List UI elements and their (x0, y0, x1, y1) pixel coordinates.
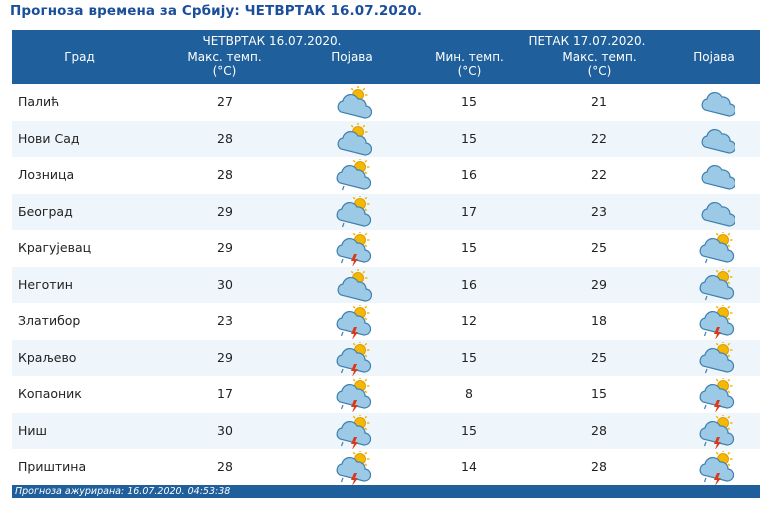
city-name: Лозница (18, 167, 75, 182)
header-day2-min-unit: (°C) (457, 64, 482, 78)
sun-cloud-thunder-icon (695, 449, 735, 486)
table-row: Нови Сад 28 15 22 (12, 120, 760, 157)
day1-max-temp: 28 (217, 130, 233, 146)
day1-max-temp: 28 (217, 459, 233, 474)
sun-cloud-thunder-icon (332, 413, 372, 450)
sun-behind-cloud-icon (332, 268, 373, 302)
page-title: Прогноза времена за Србију: ЧЕТВРТАК 16.… (10, 3, 423, 19)
header-day1: ЧЕТВРТАК 16.07.2020. (202, 34, 342, 48)
header-day2-min-temp: Мин. темп. (°C) (422, 50, 517, 78)
day2-min-temp: 17 (461, 203, 477, 219)
day1-max-temp: 23 (217, 313, 233, 328)
day2-max-temp: 18 (591, 313, 607, 328)
city-name: Нови Сад (18, 130, 80, 146)
table-row: Златибор 23 12 18 (12, 303, 760, 340)
sun-cloud-thunder-icon (695, 413, 735, 450)
header-day1-phenomenon: Појава (331, 50, 373, 64)
sun-cloud-rain-icon (695, 267, 735, 301)
day2-max-temp: 28 (591, 459, 607, 474)
sun-cloud-thunder-icon (332, 230, 372, 267)
day2-max-temp: 23 (591, 203, 607, 219)
sun-behind-cloud-icon (332, 122, 373, 156)
day1-max-temp: 29 (217, 240, 233, 255)
city-name: Копаоник (18, 386, 82, 401)
sun-cloud-thunder-icon (332, 303, 372, 340)
cloud-icon (695, 86, 737, 118)
table-row: Краљево 29 15 25 (12, 339, 760, 377)
sun-cloud-thunder-icon (332, 376, 372, 413)
sun-cloud-thunder-icon (332, 449, 372, 486)
city-name: Златибор (18, 313, 81, 328)
table-header: Град ЧЕТВРТАК 16.07.2020. Макс. темп. (°… (12, 30, 760, 84)
header-day1-max-temp: Макс. темп. (°C) (177, 50, 272, 78)
city-name: Крагујевац (18, 240, 92, 255)
day2-min-temp: 14 (461, 459, 477, 474)
day2-max-temp: 22 (591, 130, 607, 146)
city-name: Краљево (18, 349, 77, 365)
city-name: Неготин (18, 276, 73, 292)
day2-max-temp: 25 (591, 240, 607, 255)
cloud-icon (695, 123, 737, 155)
header-day2-max-label: Макс. темп. (562, 50, 637, 64)
header-day2-min-label: Мин. темп. (435, 50, 504, 64)
table-row: Београд 29 17 23 (12, 193, 760, 230)
day2-min-temp: 15 (461, 130, 477, 146)
forecast-table: Град ЧЕТВРТАК 16.07.2020. Макс. темп. (°… (12, 30, 760, 498)
day2-max-temp: 22 (591, 167, 607, 182)
city-name: Ниш (18, 422, 47, 438)
header-day1-max-label: Макс. темп. (187, 50, 262, 64)
day2-max-temp: 21 (591, 94, 607, 109)
header-day2-max-temp: Макс. темп. (°C) (552, 50, 647, 78)
day2-min-temp: 15 (461, 349, 477, 365)
table-row: Приштина 28 14 28 (12, 449, 760, 486)
sun-cloud-rain-icon (332, 194, 372, 228)
cloud-icon (695, 159, 737, 191)
header-day2: ПЕТАК 17.07.2020. (528, 34, 646, 48)
table-row: Лозница 28 16 22 (12, 157, 760, 193)
day2-max-temp: 15 (591, 386, 607, 401)
day1-max-temp: 27 (217, 94, 233, 109)
day2-min-temp: 12 (461, 313, 477, 328)
day2-min-temp: 8 (465, 386, 473, 401)
day2-max-temp: 29 (591, 276, 607, 292)
header-day1-max-unit: (°C) (212, 64, 237, 78)
header-day2-max-unit: (°C) (587, 64, 612, 78)
sun-cloud-rain-icon (695, 230, 735, 264)
city-name: Палић (18, 94, 60, 109)
update-timestamp: Прогноза ажурирана: 16.07.2020. 04:53:38 (15, 486, 231, 497)
day1-max-temp: 29 (217, 349, 233, 365)
header-city: Град (64, 50, 95, 64)
sun-behind-cloud-icon (332, 85, 373, 119)
table-row: Крагујевац 29 15 25 (12, 230, 760, 267)
header-day2-phenomenon: Појава (693, 50, 735, 64)
day1-max-temp: 30 (217, 276, 233, 292)
day2-min-temp: 15 (461, 94, 477, 109)
day1-max-temp: 29 (217, 203, 233, 219)
table-row: Ниш 30 15 28 (12, 412, 760, 450)
day2-min-temp: 15 (461, 240, 477, 255)
day1-max-temp: 30 (217, 422, 233, 438)
sun-cloud-thunder-icon (695, 303, 735, 340)
sun-cloud-rain-icon (695, 340, 735, 374)
city-name: Београд (18, 203, 73, 219)
cloud-icon (695, 196, 737, 228)
footer-bar: Прогноза ажурирана: 16.07.2020. 04:53:38 (12, 485, 760, 498)
city-name: Приштина (18, 459, 87, 474)
sun-cloud-rain-icon (332, 157, 372, 191)
day2-max-temp: 28 (591, 422, 607, 438)
day2-max-temp: 25 (591, 349, 607, 365)
day1-max-temp: 28 (217, 167, 233, 182)
table-row: Палић 27 15 21 (12, 84, 760, 120)
sun-cloud-thunder-icon (695, 376, 735, 413)
day1-max-temp: 17 (217, 386, 233, 401)
table-row: Копаоник 17 8 15 (12, 376, 760, 413)
table-row: Неготин 30 16 29 (12, 266, 760, 303)
day2-min-temp: 16 (461, 167, 477, 182)
day2-min-temp: 15 (461, 422, 477, 438)
day2-min-temp: 16 (461, 276, 477, 292)
sun-cloud-thunder-icon (332, 340, 372, 377)
